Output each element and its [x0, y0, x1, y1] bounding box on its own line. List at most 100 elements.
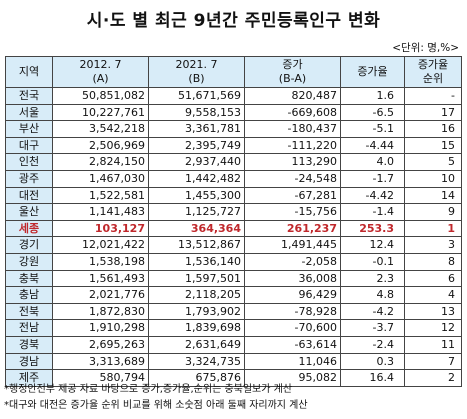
rate-cell: -6.5	[340, 103, 405, 122]
value-2012-cell: 3,313,689	[52, 352, 149, 371]
change-cell: -180,437	[244, 120, 341, 138]
region-cell: 울산	[5, 203, 53, 221]
rank-cell: 15	[404, 136, 462, 155]
value-2012-cell: 1,872,830	[52, 302, 149, 321]
value-2012-cell: 2,824,150	[52, 153, 149, 171]
rank-cell: 8	[404, 252, 462, 271]
change-cell: 1,491,445	[244, 236, 341, 254]
unit-label: <단위: 명,%>	[392, 42, 459, 54]
rank-cell: 4	[404, 286, 462, 304]
rate-cell: -5.1	[340, 120, 405, 138]
table-row: 강원 1,538,198 1,536,140 -2,058 -0.1 8	[5, 252, 462, 271]
table-row: 대전 1,522,581 1,455,300 -67,281 -4.42 14	[5, 186, 462, 205]
rate-cell: -4.44	[340, 136, 405, 155]
rate-cell: -4.2	[340, 302, 405, 321]
table-row: 세종 103,127 364,364 261,237 253.3 1	[5, 219, 462, 238]
rate-cell: -2.4	[340, 335, 405, 354]
rank-cell: 1	[404, 219, 462, 238]
rank-cell: -	[404, 87, 462, 105]
value-2021-cell: 2,631,649	[148, 335, 245, 354]
value-2021-cell: 9,558,153	[148, 103, 245, 122]
region-cell: 경북	[5, 335, 53, 354]
value-2012-cell: 1,467,030	[52, 169, 149, 188]
rate-cell: 253.3	[340, 219, 405, 238]
rate-cell: 1.6	[340, 87, 405, 105]
value-2021-cell: 51,671,569	[148, 87, 245, 105]
rank-cell: 17	[404, 103, 462, 122]
page-title: 시·도 별 최근 9년간 주민등록인구 변화	[86, 11, 381, 31]
rank-cell: 14	[404, 186, 462, 205]
region-cell: 인천	[5, 153, 53, 171]
header-2012: 2012. 7 (A)	[52, 56, 149, 88]
change-cell: -669,608	[244, 103, 341, 122]
rank-cell: 2	[404, 369, 462, 387]
value-2021-cell: 1,125,727	[148, 203, 245, 221]
table-row: 대구 2,506,969 2,395,749 -111,220 -4.44 15	[5, 136, 462, 155]
table-row: 경북 2,695,263 2,631,649 -63,614 -2.4 11	[5, 335, 462, 354]
region-cell: 전북	[5, 302, 53, 321]
rank-cell: 9	[404, 203, 462, 221]
rate-cell: -3.7	[340, 319, 405, 337]
table-row: 전국 50,851,082 51,671,569 820,487 1.6-	[5, 87, 462, 105]
value-2021-cell: 3,324,735	[148, 352, 245, 371]
rate-cell: 4.8	[340, 286, 405, 304]
value-2012-cell: 1,522,581	[52, 186, 149, 205]
value-2021-cell: 675,876	[148, 369, 245, 387]
change-cell: 36,008	[244, 269, 341, 288]
rank-cell: 6	[404, 269, 462, 288]
value-2012-cell: 2,695,263	[52, 335, 149, 354]
change-cell: 96,429	[244, 286, 341, 304]
table-row: 전북 1,872,830 1,793,902 -78,928 -4.2 13	[5, 302, 462, 321]
rate-cell: -0.1	[340, 252, 405, 271]
footnotes: *행정안전부 제공 자료 바탕으로 증가,증가율,순위는 충북일보가 계산 *대…	[4, 382, 308, 414]
change-cell: -63,614	[244, 335, 341, 354]
value-2021-cell: 1,793,902	[148, 302, 245, 321]
value-2021-cell: 1,839,698	[148, 319, 245, 337]
change-cell: 113,290	[244, 153, 341, 171]
rank-cell: 10	[404, 169, 462, 188]
rate-cell: -1.7	[340, 169, 405, 188]
rate-cell: 0.3	[340, 352, 405, 371]
table-row: 제주 580,794 675,876 95,082 16.4 2	[5, 369, 462, 387]
value-2012-cell: 50,851,082	[52, 87, 149, 105]
region-cell: 경남	[5, 352, 53, 371]
rate-cell: 12.4	[340, 236, 405, 254]
change-cell: -15,756	[244, 203, 341, 221]
table-row: 서울 10,227,761 9,558,153 -669,608 -6.5 17	[5, 103, 462, 122]
value-2012-cell: 10,227,761	[52, 103, 149, 122]
value-2021-cell: 1,536,140	[148, 252, 245, 271]
rate-cell: 16.4	[340, 369, 405, 387]
value-2012-cell: 2,506,969	[52, 136, 149, 155]
table-row: 충북 1,561,493 1,597,501 36,008 2.3 6	[5, 269, 462, 288]
rate-cell: 2.3	[340, 269, 405, 288]
rank-cell: 16	[404, 120, 462, 138]
region-cell: 전남	[5, 319, 53, 337]
region-cell: 서울	[5, 103, 53, 122]
change-cell: 11,046	[244, 352, 341, 371]
region-cell: 세종	[5, 219, 53, 238]
rank-cell: 12	[404, 319, 462, 337]
change-cell: -67,281	[244, 186, 341, 205]
region-cell: 대전	[5, 186, 53, 205]
change-cell: 820,487	[244, 87, 341, 105]
region-cell: 제주	[5, 369, 53, 387]
value-2012-cell: 1,141,483	[52, 203, 149, 221]
header-region: 지역	[5, 56, 53, 88]
value-2021-cell: 1,597,501	[148, 269, 245, 288]
region-cell: 충북	[5, 269, 53, 288]
rank-cell: 13	[404, 302, 462, 321]
table-row: 부산 3,542,218 3,361,781 -180,437 -5.1 16	[5, 120, 462, 138]
header-2021: 2021. 7 (B)	[148, 56, 245, 88]
change-cell: -111,220	[244, 136, 341, 155]
value-2012-cell: 1,561,493	[52, 269, 149, 288]
value-2012-cell: 12,021,422	[52, 236, 149, 254]
value-2012-cell: 1,910,298	[52, 319, 149, 337]
table-row: 광주 1,467,030 1,442,482 -24,548 -1.7 10	[5, 169, 462, 188]
table-row: 충남 2,021,776 2,118,205 96,429 4.8 4	[5, 286, 462, 304]
footnote: *행정안전부 제공 자료 바탕으로 증가,증가율,순위는 충북일보가 계산	[4, 384, 293, 395]
rank-cell: 7	[404, 352, 462, 371]
region-cell: 대구	[5, 136, 53, 155]
value-2012-cell: 103,127	[52, 219, 149, 238]
value-2021-cell: 3,361,781	[148, 120, 245, 138]
change-cell: 261,237	[244, 219, 341, 238]
